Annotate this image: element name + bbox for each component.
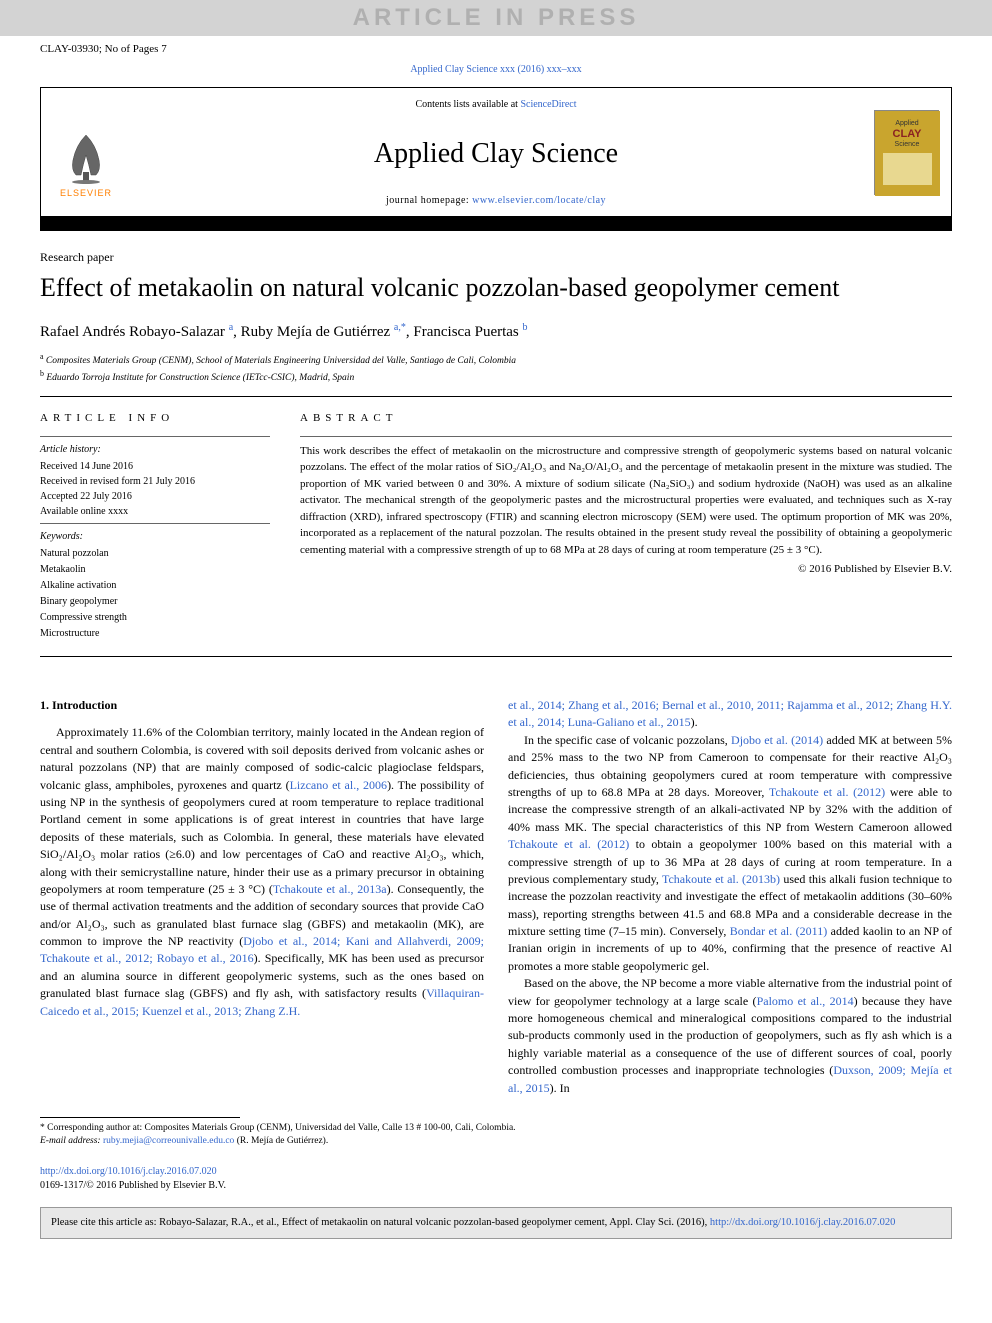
journal-homepage-line: journal homepage: www.elsevier.com/locat… [131, 194, 861, 208]
history-received: Received 14 June 2016 [40, 459, 270, 474]
keyword: Binary geopolymer [40, 594, 270, 610]
history-accepted: Accepted 22 July 2016 [40, 489, 270, 504]
footnotes: * Corresponding author at: Composites Ma… [40, 1122, 952, 1149]
separator-bottom [40, 656, 952, 657]
journal-homepage-link[interactable]: www.elsevier.com/locate/clay [472, 195, 606, 206]
section-1-heading: 1. Introduction [40, 697, 484, 714]
keyword: Compressive strength [40, 610, 270, 626]
publisher-logo-area: ELSEVIER [41, 88, 131, 216]
article-type: Research paper [40, 249, 952, 266]
article-id-line: CLAY-03930; No of Pages 7 [0, 36, 992, 61]
intro-paragraph-1-cont: et al., 2014; Zhang et al., 2016; Bernal… [508, 697, 952, 732]
authors-line: Rafael Andrés Robayo-Salazar a, Ruby Mej… [40, 321, 952, 343]
keyword: Metakaolin [40, 562, 270, 578]
abstract-subseparator [300, 436, 952, 437]
abstract-heading: abstract [300, 411, 952, 426]
email-author-name: (R. Mejía de Gutiérrez). [234, 1136, 328, 1146]
journal-cover-area: Applied CLAY Science [861, 88, 951, 216]
abstract-text: This work describes the effect of metaka… [300, 443, 952, 559]
header-black-bar [40, 217, 952, 231]
svg-text:Science: Science [894, 141, 919, 148]
journal-cover-thumbnail: Applied CLAY Science [874, 110, 939, 195]
body-two-columns: 1. Introduction Approximately 11.6% of t… [40, 697, 952, 1097]
journal-header-box: ELSEVIER Contents lists available at Sci… [40, 87, 952, 217]
elsevier-tree-icon [61, 130, 111, 185]
info-abstract-row: article info Article history: Received 1… [40, 411, 952, 642]
doi-link[interactable]: http://dx.doi.org/10.1016/j.clay.2016.07… [40, 1166, 217, 1177]
affiliations: a Composites Materials Group (CENM), Sch… [40, 351, 952, 386]
affiliation-a: a Composites Materials Group (CENM), Sch… [40, 351, 952, 368]
citation-text: Please cite this article as: Robayo-Sala… [51, 1217, 710, 1228]
email-line: E-mail address: ruby.mejia@correounivall… [40, 1135, 952, 1148]
keyword: Microstructure [40, 626, 270, 642]
citation-doi-link[interactable]: http://dx.doi.org/10.1016/j.clay.2016.07… [710, 1217, 896, 1228]
journal-name: Applied Clay Science [131, 134, 861, 173]
intro-paragraph-2: In the specific case of volcanic pozzola… [508, 732, 952, 975]
svg-text:Applied: Applied [895, 120, 918, 127]
keyword: Natural pozzolan [40, 546, 270, 562]
issn-copyright-line: 0169-1317/© 2016 Published by Elsevier B… [40, 1179, 952, 1193]
info-subseparator-2 [40, 523, 270, 524]
body-column-left: 1. Introduction Approximately 11.6% of t… [40, 697, 484, 1097]
abstract-copyright: © 2016 Published by Elsevier B.V. [300, 562, 952, 577]
elsevier-logo: ELSEVIER [51, 130, 121, 210]
intro-paragraph-1: Approximately 11.6% of the Colombian ter… [40, 724, 484, 1020]
info-subseparator-1 [40, 436, 270, 437]
separator-top [40, 396, 952, 397]
corresponding-author-note: * Corresponding author at: Composites Ma… [40, 1122, 952, 1135]
contents-lists-text: Contents lists available at [415, 99, 520, 110]
header-center: Contents lists available at ScienceDirec… [131, 88, 861, 216]
keywords-label: Keywords: [40, 530, 270, 544]
history-revised: Received in revised form 21 July 2016 [40, 474, 270, 489]
article-history-label: Article history: [40, 443, 270, 457]
history-online: Available online xxxx [40, 504, 270, 519]
homepage-label: journal homepage: [386, 195, 472, 206]
contents-lists-line: Contents lists available at ScienceDirec… [131, 98, 861, 112]
body-column-right: et al., 2014; Zhang et al., 2016; Bernal… [508, 697, 952, 1097]
article-title: Effect of metakaolin on natural volcanic… [40, 272, 952, 305]
elsevier-text: ELSEVIER [60, 187, 112, 200]
journal-citation: Applied Clay Science xxx (2016) xxx–xxx [0, 61, 992, 87]
keyword: Alkaline activation [40, 578, 270, 594]
email-label: E-mail address: [40, 1136, 103, 1146]
footnote-separator [40, 1117, 240, 1118]
svg-text:CLAY: CLAY [892, 128, 922, 140]
article-info-column: article info Article history: Received 1… [40, 411, 270, 642]
intro-paragraph-3: Based on the above, the NP become a more… [508, 975, 952, 1097]
doi-block: http://dx.doi.org/10.1016/j.clay.2016.07… [40, 1165, 952, 1193]
keywords-list: Natural pozzolan Metakaolin Alkaline act… [40, 546, 270, 642]
abstract-column: abstract This work describes the effect … [300, 411, 952, 642]
article-in-press-watermark: ARTICLE IN PRESS [0, 0, 992, 36]
citation-box: Please cite this article as: Robayo-Sala… [40, 1207, 952, 1240]
sciencedirect-link[interactable]: ScienceDirect [520, 99, 576, 110]
affiliation-b: b Eduardo Torroja Institute for Construc… [40, 368, 952, 385]
corresponding-email-link[interactable]: ruby.mejia@correounivalle.edu.co [103, 1136, 234, 1146]
article-info-heading: article info [40, 411, 270, 426]
